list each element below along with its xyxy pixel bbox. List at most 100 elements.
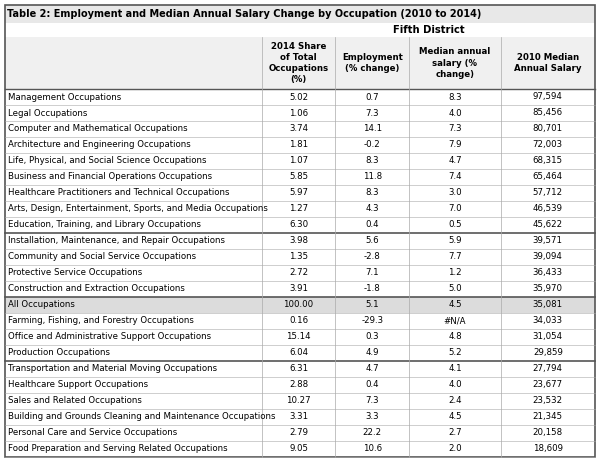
- Text: 7.3: 7.3: [448, 124, 461, 133]
- Text: Food Preparation and Serving Related Occupations: Food Preparation and Serving Related Occ…: [8, 445, 227, 454]
- Text: 6.31: 6.31: [289, 365, 308, 374]
- Text: 8.3: 8.3: [365, 188, 379, 197]
- Text: 4.5: 4.5: [448, 300, 461, 309]
- Text: 97,594: 97,594: [533, 92, 563, 101]
- Bar: [5, 329, 595, 345]
- Text: 39,571: 39,571: [533, 236, 563, 245]
- Text: 8.3: 8.3: [448, 92, 461, 101]
- Bar: [5, 265, 595, 281]
- Text: 4.1: 4.1: [448, 365, 461, 374]
- Text: Installation, Maintenance, and Repair Occupations: Installation, Maintenance, and Repair Oc…: [8, 236, 225, 245]
- Text: Median annual
salary (%
change): Median annual salary (% change): [419, 48, 491, 79]
- Text: Office and Administrative Support Occupations: Office and Administrative Support Occupa…: [8, 333, 211, 341]
- Bar: [5, 169, 595, 185]
- Text: 2.4: 2.4: [448, 397, 461, 406]
- Text: 0.4: 0.4: [365, 220, 379, 229]
- Text: Farming, Fishing, and Forestry Occupations: Farming, Fishing, and Forestry Occupatio…: [8, 317, 194, 325]
- Text: 2014 Share
of Total
Occupations
(%): 2014 Share of Total Occupations (%): [268, 42, 329, 84]
- Text: 5.6: 5.6: [365, 236, 379, 245]
- Text: Construction and Extraction Occupations: Construction and Extraction Occupations: [8, 284, 185, 293]
- Text: 2010 Median
Annual Salary: 2010 Median Annual Salary: [514, 53, 581, 73]
- Bar: [5, 393, 595, 409]
- Text: Transportation and Material Moving Occupations: Transportation and Material Moving Occup…: [8, 365, 217, 374]
- Text: 100.00: 100.00: [283, 300, 314, 309]
- Text: 5.1: 5.1: [365, 300, 379, 309]
- Text: Life, Physical, and Social Science Occupations: Life, Physical, and Social Science Occup…: [8, 156, 206, 165]
- Text: 4.0: 4.0: [448, 381, 461, 390]
- Text: 2.7: 2.7: [448, 429, 461, 438]
- Bar: [5, 361, 595, 377]
- Text: 5.9: 5.9: [448, 236, 461, 245]
- Text: 7.7: 7.7: [448, 252, 461, 261]
- Text: 27,794: 27,794: [533, 365, 563, 374]
- Text: -0.2: -0.2: [364, 140, 380, 149]
- Text: 10.27: 10.27: [286, 397, 311, 406]
- Text: 11.8: 11.8: [363, 172, 382, 181]
- Text: 2.0: 2.0: [448, 445, 461, 454]
- Text: 3.91: 3.91: [289, 284, 308, 293]
- Text: Business and Financial Operations Occupations: Business and Financial Operations Occupa…: [8, 172, 212, 181]
- Text: 4.7: 4.7: [448, 156, 461, 165]
- Bar: [5, 281, 595, 297]
- Text: 20,158: 20,158: [533, 429, 563, 438]
- Text: 5.0: 5.0: [448, 284, 461, 293]
- Text: 85,456: 85,456: [533, 108, 563, 117]
- Text: 35,970: 35,970: [533, 284, 563, 293]
- Text: Community and Social Service Occupations: Community and Social Service Occupations: [8, 252, 196, 261]
- Text: -2.8: -2.8: [364, 252, 380, 261]
- Text: 23,677: 23,677: [533, 381, 563, 390]
- Text: 0.7: 0.7: [365, 92, 379, 101]
- Text: 4.3: 4.3: [365, 204, 379, 213]
- Text: 5.2: 5.2: [448, 349, 461, 357]
- Text: 65,464: 65,464: [533, 172, 563, 181]
- Text: 2.79: 2.79: [289, 429, 308, 438]
- Text: 0.4: 0.4: [365, 381, 379, 390]
- Bar: [5, 217, 595, 233]
- Text: 34,033: 34,033: [533, 317, 563, 325]
- Text: 4.5: 4.5: [448, 413, 461, 422]
- Text: 2.88: 2.88: [289, 381, 308, 390]
- Text: 0.3: 0.3: [365, 333, 379, 341]
- Text: 0.5: 0.5: [448, 220, 461, 229]
- Text: 5.97: 5.97: [289, 188, 308, 197]
- Text: Building and Grounds Cleaning and Maintenance Occupations: Building and Grounds Cleaning and Mainte…: [8, 413, 275, 422]
- Text: 1.07: 1.07: [289, 156, 308, 165]
- Text: 6.30: 6.30: [289, 220, 308, 229]
- Text: 10.6: 10.6: [363, 445, 382, 454]
- Text: 2.72: 2.72: [289, 268, 308, 277]
- Bar: [5, 409, 595, 425]
- Bar: [5, 153, 595, 169]
- Bar: [5, 89, 595, 105]
- Text: 36,433: 36,433: [533, 268, 563, 277]
- Text: 39,094: 39,094: [533, 252, 563, 261]
- Bar: [5, 249, 595, 265]
- Text: Management Occupations: Management Occupations: [8, 92, 121, 101]
- Bar: [5, 345, 595, 361]
- Text: 4.7: 4.7: [365, 365, 379, 374]
- Text: 22.2: 22.2: [363, 429, 382, 438]
- Text: Protective Service Occupations: Protective Service Occupations: [8, 268, 142, 277]
- Text: Personal Care and Service Occupations: Personal Care and Service Occupations: [8, 429, 177, 438]
- Text: Fifth District: Fifth District: [392, 25, 464, 35]
- Text: 80,701: 80,701: [533, 124, 563, 133]
- Bar: [5, 5, 595, 23]
- Text: 3.74: 3.74: [289, 124, 308, 133]
- Text: 18,609: 18,609: [533, 445, 563, 454]
- Text: Production Occupations: Production Occupations: [8, 349, 110, 357]
- Text: 7.3: 7.3: [365, 108, 379, 117]
- Text: 9.05: 9.05: [289, 445, 308, 454]
- Text: 4.0: 4.0: [448, 108, 461, 117]
- Text: 1.2: 1.2: [448, 268, 461, 277]
- Text: 6.04: 6.04: [289, 349, 308, 357]
- Text: Employment
(% change): Employment (% change): [342, 53, 403, 73]
- Bar: [5, 233, 595, 249]
- Text: 23,532: 23,532: [533, 397, 563, 406]
- Bar: [5, 425, 595, 441]
- Bar: [5, 377, 595, 393]
- Text: 3.98: 3.98: [289, 236, 308, 245]
- Text: 1.06: 1.06: [289, 108, 308, 117]
- Bar: [5, 313, 595, 329]
- Text: Architecture and Engineering Occupations: Architecture and Engineering Occupations: [8, 140, 191, 149]
- Text: 14.1: 14.1: [363, 124, 382, 133]
- Text: #N/A: #N/A: [443, 317, 466, 325]
